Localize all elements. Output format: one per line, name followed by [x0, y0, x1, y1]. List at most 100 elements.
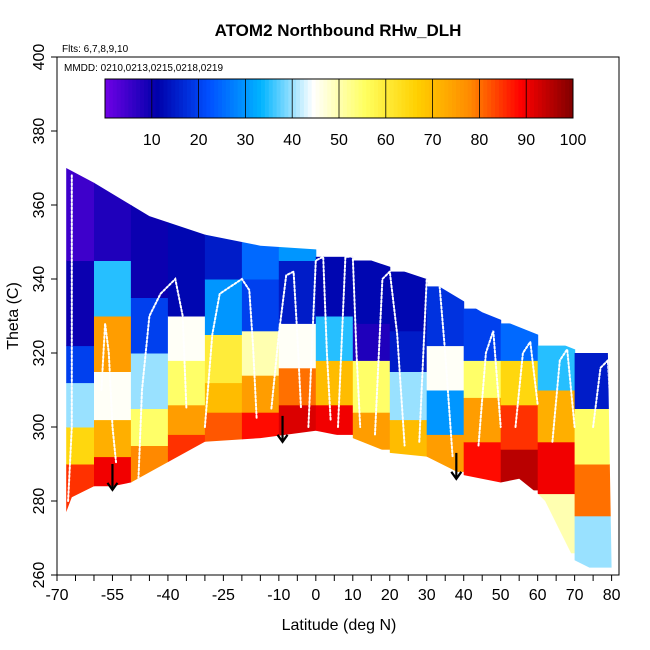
x-tick-label: -55	[101, 587, 124, 604]
colorbar-segment	[526, 79, 531, 118]
x-tick-label: -25	[212, 587, 235, 604]
colorbar-segment	[498, 79, 504, 118]
colorbar-segment	[237, 79, 242, 118]
heatmap-cell	[130, 297, 169, 354]
colorbar-segment	[198, 79, 203, 118]
y-tick-label: 300	[31, 414, 48, 441]
colorbar-segment	[331, 79, 336, 118]
colorbar-segment	[120, 79, 125, 118]
colorbar-segment	[171, 79, 176, 118]
heatmap-cell	[574, 464, 612, 517]
colorbar-segment	[393, 79, 398, 118]
x-tick-label: -40	[156, 587, 179, 604]
colorbar-segment	[245, 79, 250, 118]
colorbar-segment	[467, 79, 472, 118]
colorbar-segment	[163, 79, 168, 118]
colorbar-segment	[530, 79, 535, 118]
colorbar-segment	[354, 79, 359, 118]
colorbar-segment	[264, 79, 270, 118]
y-axis-label: Theta (C)	[5, 282, 22, 350]
colorbar-segment	[417, 79, 422, 118]
colorbar-segment	[151, 79, 157, 118]
colorbar-tick-label: 100	[560, 132, 587, 149]
colorbar-segment	[471, 79, 476, 118]
colorbar-segment	[401, 79, 406, 118]
colorbar-segment	[413, 79, 418, 118]
colorbar-segment	[186, 79, 192, 118]
flight-track	[100, 323, 118, 465]
colorbar-segment	[311, 79, 316, 118]
colorbar-tick-label: 30	[237, 132, 255, 149]
colorbar-segment	[140, 79, 145, 118]
heatmap-cell	[130, 353, 169, 409]
colorbar-tick-label: 20	[190, 132, 208, 149]
colorbar-segment	[268, 79, 274, 118]
heatmap-cell	[463, 441, 502, 483]
flight-track	[374, 269, 406, 447]
colorbar-tick-label: 10	[143, 132, 161, 149]
flight-track	[203, 277, 258, 428]
colorbar-segment	[557, 79, 562, 118]
colorbar-segment	[167, 79, 172, 118]
colorbar-segment	[105, 79, 110, 118]
arrows-layer	[106, 415, 463, 492]
colorbar-segment	[222, 79, 227, 118]
arrow-marker	[450, 452, 463, 481]
colorbar-segment	[549, 79, 554, 118]
heatmap-cell	[574, 515, 612, 568]
colorbar-segment	[456, 79, 461, 118]
colorbar-segment	[510, 79, 515, 118]
colorbar-segment	[479, 79, 484, 118]
colorbar-segment	[420, 79, 426, 118]
colorbar-segment	[428, 79, 433, 118]
colorbar-segment	[179, 79, 184, 118]
y-tick-label: 320	[31, 340, 48, 367]
colorbar-segment	[518, 79, 523, 118]
colorbar-segment	[124, 79, 129, 118]
colorbar-segment	[374, 79, 379, 118]
colorbar-segment	[319, 79, 324, 118]
colorbar-segment	[487, 79, 492, 118]
colorbar-segment	[233, 79, 238, 118]
colorbar-segment	[190, 79, 196, 118]
colorbar-segment	[335, 79, 340, 118]
flight-track	[307, 255, 332, 428]
x-tick-label: 70	[566, 587, 584, 604]
colorbar-tick-label: 80	[471, 132, 489, 149]
colorbar-segment	[194, 79, 199, 118]
y-tick-label: 260	[31, 562, 48, 589]
colorbar-segment	[144, 79, 149, 118]
x-tick-label: 40	[455, 587, 473, 604]
x-tick-label: 30	[418, 587, 436, 604]
heatmap-cell	[66, 260, 95, 347]
x-axis: -70 -55 -40 -25 -10 0 10 20 30 40 50 60 70 80	[45, 575, 621, 604]
y-axis: 260 280 300 320 340 360 380 400	[31, 44, 57, 589]
heatmap-cell	[167, 316, 206, 361]
x-tick-label: 60	[529, 587, 547, 604]
chart-title: ATOM2 Northbound RHw_DLH	[215, 21, 462, 40]
colorbar-segment	[327, 79, 332, 118]
colorbar-segment	[553, 79, 558, 118]
colorbar-segment	[491, 79, 496, 118]
colorbar-segment	[116, 79, 121, 118]
colorbar-segment	[409, 79, 414, 118]
heatmap-cell	[94, 371, 132, 421]
heatmap-cell	[66, 427, 95, 465]
x-tick-label: -10	[267, 587, 290, 604]
heatmap-cell	[130, 205, 169, 298]
heatmap-cell	[278, 245, 317, 261]
y-tick-label: 340	[31, 266, 48, 293]
colorbar-segment	[459, 79, 465, 118]
heatmap-cell	[130, 408, 169, 446]
colorbar-tick-label: 50	[330, 132, 348, 149]
colorbar-segment	[381, 79, 387, 118]
colorbar-segment	[296, 79, 301, 118]
y-tick-label: 400	[31, 44, 48, 71]
colorbar-segment	[514, 79, 519, 118]
heatmap-cell	[389, 419, 428, 458]
colorbar-segment	[183, 79, 188, 118]
colorbar-tick-label: 60	[377, 132, 395, 149]
heatmap-cell	[426, 390, 465, 435]
colorbar-segment	[288, 79, 293, 118]
colorbar-segment	[397, 79, 402, 118]
